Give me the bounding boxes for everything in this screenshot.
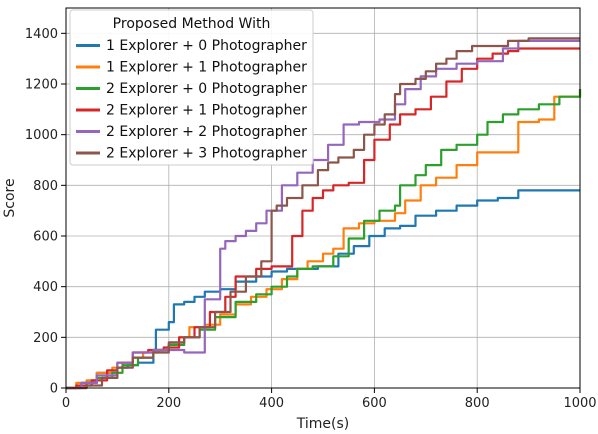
legend: Proposed Method With 1 Explorer + 0 Phot… <box>69 9 314 166</box>
y-tick-label: 600 <box>33 230 58 245</box>
legend-entry-label: 2 Explorer + 2 Photographer <box>106 124 307 140</box>
x-tick-label: 800 <box>465 396 490 411</box>
y-tick-label: 200 <box>33 331 58 346</box>
legend-entry-label: 1 Explorer + 0 Photographer <box>106 38 307 54</box>
series-lines <box>66 37 582 390</box>
x-tick-label: 1000 <box>563 396 596 411</box>
y-tick-label: 400 <box>33 280 58 295</box>
x-axis-label: Time(s) <box>296 416 349 432</box>
legend-entry-label: 2 Explorer + 1 Photographer <box>106 103 307 119</box>
x-tick-label: 400 <box>259 396 284 411</box>
x-tick-label: 0 <box>62 396 70 411</box>
legend-entry-label: 2 Explorer + 0 Photographer <box>106 81 307 97</box>
y-tick-label: 800 <box>33 179 58 194</box>
y-tick-label: 0 <box>50 382 58 397</box>
plot-frame <box>65 7 581 389</box>
x-tick-label: 600 <box>362 396 387 411</box>
y-tick-label: 1400 <box>25 27 58 42</box>
series-line <box>66 39 580 390</box>
y-tick-label: 1200 <box>25 78 58 93</box>
legend-entry-label: 1 Explorer + 1 Photographer <box>106 60 307 76</box>
legend-items: 1 Explorer + 0 Photographer 1 Explorer + … <box>76 38 307 162</box>
y-tick-label: 1000 <box>25 128 58 143</box>
legend-box <box>69 9 314 166</box>
axis-ticks: 0 200 400 600 800 1000 0 200 400 600 800 1000 1200 14… <box>25 27 597 411</box>
y-axis-label: Score <box>2 178 18 217</box>
series-line <box>66 37 580 390</box>
x-tick-label: 200 <box>156 396 181 411</box>
legend-title: Proposed Method With <box>113 16 271 32</box>
legend-entry-label: 2 Explorer + 3 Photographer <box>106 146 307 162</box>
